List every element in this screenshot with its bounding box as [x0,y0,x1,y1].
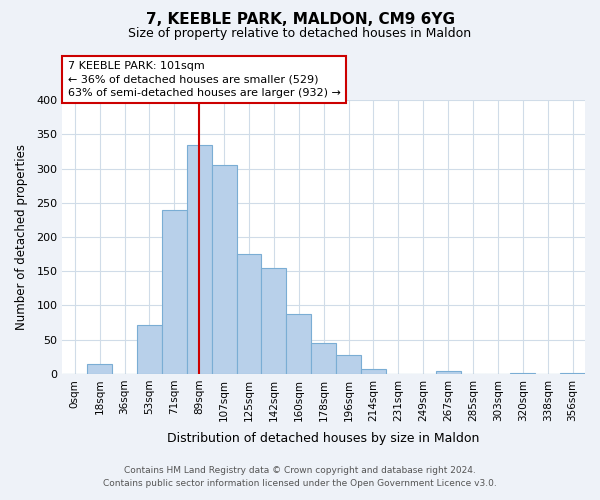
Bar [212,165,236,374]
Text: Size of property relative to detached houses in Maldon: Size of property relative to detached ho… [128,28,472,40]
Y-axis label: Number of detached properties: Number of detached properties [15,144,28,330]
Bar [511,372,535,374]
Bar [311,343,336,374]
Bar [187,144,212,374]
X-axis label: Distribution of detached houses by size in Maldon: Distribution of detached houses by size … [167,432,480,445]
Bar [560,372,585,374]
Bar [336,356,361,374]
Text: Contains HM Land Registry data © Crown copyright and database right 2024.
Contai: Contains HM Land Registry data © Crown c… [103,466,497,487]
Bar [236,254,262,374]
Bar [162,210,187,374]
Bar [137,324,162,374]
Bar [436,371,461,374]
Text: 7 KEEBLE PARK: 101sqm
← 36% of detached houses are smaller (529)
63% of semi-det: 7 KEEBLE PARK: 101sqm ← 36% of detached … [68,61,340,98]
Text: 7, KEEBLE PARK, MALDON, CM9 6YG: 7, KEEBLE PARK, MALDON, CM9 6YG [146,12,455,28]
Bar [87,364,112,374]
Bar [361,369,386,374]
Bar [262,268,286,374]
Bar [286,314,311,374]
